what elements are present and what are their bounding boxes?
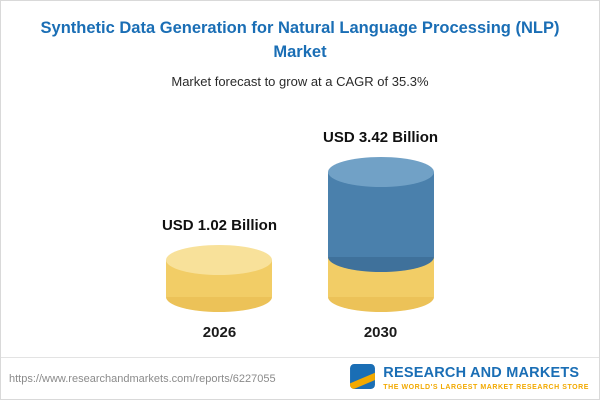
brand-logo-text: RESEARCH AND MARKETS THE WORLD'S LARGEST… [383, 364, 589, 392]
brand-tagline: THE WORLD'S LARGEST MARKET RESEARCH STOR… [383, 383, 589, 391]
chart-subtitle: Market forecast to grow at a CAGR of 35.… [171, 73, 429, 89]
bar-group-2030: USD 3.42 Billion 2030 [323, 129, 438, 341]
x-axis-label-2026: 2026 [202, 323, 237, 341]
chart-header: Synthetic Data Generation for Natural La… [1, 1, 599, 89]
brand-name: RESEARCH AND MARKETS [383, 364, 580, 381]
value-label-2026: USD 1.02 Billion [161, 216, 277, 234]
report-url[interactable]: https://www.researchandmarkets.com/repor… [9, 372, 276, 385]
cylinder-2030 [327, 156, 434, 312]
chart-title-line-1: Synthetic Data Generation for Natural La… [40, 19, 560, 37]
chart-title-line-2: Market [273, 42, 327, 61]
value-label-2030: USD 3.42 Billion [323, 128, 439, 146]
brand-logo-icon [349, 363, 376, 395]
x-axis-label-2030: 2030 [363, 323, 398, 341]
footer: https://www.researchandmarkets.com/repor… [1, 357, 599, 399]
bar-group-2026: USD 1.02 Billion 2026 [162, 217, 277, 341]
bar-chart: USD 1.02 Billion 2026 USD 3.42 Billion 2… [1, 93, 599, 341]
brand-logo[interactable]: RESEARCH AND MARKETS THE WORLD'S LARGEST… [349, 363, 589, 395]
cylinder-2026 [166, 244, 273, 312]
chart-title: Synthetic Data Generation for Natural La… [1, 17, 599, 65]
